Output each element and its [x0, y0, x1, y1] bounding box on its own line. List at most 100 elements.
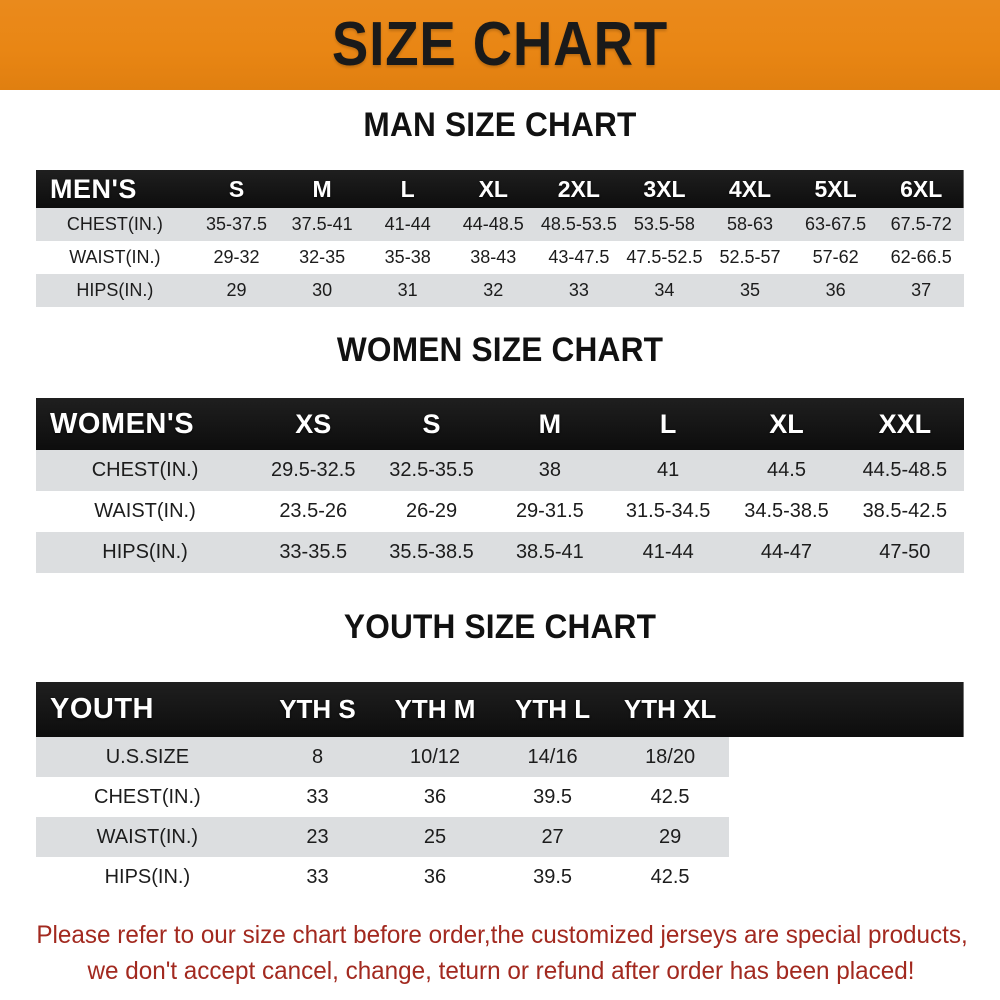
youth-header-row: YOUTH YTH S YTH M YTH L YTH XL	[36, 682, 964, 737]
youth-cell: 42.5	[611, 857, 729, 897]
men-cell: 35	[707, 274, 793, 307]
men-cell: 58-63	[707, 208, 793, 241]
youth-cell-empty	[846, 817, 964, 857]
banner-title: SIZE CHART	[331, 10, 669, 79]
men-cell: 29-32	[193, 241, 280, 274]
youth-column-header: YTH M	[394, 694, 476, 724]
youth-cell: 27	[493, 817, 612, 857]
men-cell: 35-38	[364, 241, 451, 274]
men-cell: 52.5-57	[707, 241, 793, 274]
men-column-header: M	[312, 175, 332, 202]
men-column-header: 3XL	[643, 175, 686, 202]
women-column-header: XS	[295, 408, 332, 439]
youth-cell: 33	[258, 857, 377, 897]
youth-row-label: WAIST(IN.)	[36, 817, 259, 857]
women-cell: 44.5	[727, 450, 846, 491]
man-section-title: MAN SIZE CHART	[363, 106, 637, 144]
women-cell: 41	[609, 450, 728, 491]
women-row-label: CHEST(IN.)	[36, 450, 255, 491]
men-column-header: XL	[478, 175, 508, 202]
youth-cell-empty	[728, 817, 847, 857]
men-cell: 30	[279, 274, 365, 307]
youth-column-header: YTH S	[279, 694, 356, 724]
youth-table-corner-label: YOUTH	[50, 693, 154, 725]
women-cell: 32.5-35.5	[372, 450, 491, 491]
men-row-label: HIPS(IN.)	[36, 274, 194, 307]
men-cell: 33	[536, 274, 622, 307]
youth-cell: 39.5	[493, 857, 612, 897]
men-cell: 35-37.5	[193, 208, 280, 241]
men-cell: 41-44	[364, 208, 451, 241]
youth-cell-empty	[728, 857, 847, 897]
women-cell: 34.5-38.5	[727, 491, 846, 532]
youth-cell: 33	[258, 777, 377, 817]
youth-cell: 8	[258, 737, 377, 777]
youth-size-table: YOUTH YTH S YTH M YTH L YTH XL U.S.SIZE 8 10/1…	[36, 682, 964, 897]
youth-row-label: U.S.SIZE	[36, 737, 259, 777]
women-cell: 33-35.5	[254, 532, 373, 573]
women-table-corner-label: WOMEN'S	[50, 407, 195, 440]
men-column-header: L	[400, 175, 415, 202]
men-column-header: 6XL	[900, 175, 943, 202]
table-row: WAIST(IN.) 29-32 32-35 35-38 38-43 43-47.5 47.…	[36, 241, 964, 274]
youth-cell-empty	[846, 777, 964, 817]
order-policy-note-line-1: Please refer to our size chart before or…	[36, 921, 968, 949]
men-cell: 32	[450, 274, 537, 307]
men-table-corner-label: MEN'S	[50, 173, 137, 204]
men-cell: 37.5-41	[279, 208, 365, 241]
table-row: HIPS(IN.) 33-35.5 35.5-38.5 38.5-41 41-44 44-…	[36, 532, 964, 573]
men-cell: 62-66.5	[878, 241, 964, 274]
women-cell: 26-29	[372, 491, 491, 532]
men-cell: 32-35	[279, 241, 365, 274]
women-row-label: WAIST(IN.)	[36, 491, 255, 532]
youth-column-header-empty	[846, 682, 964, 737]
youth-cell-empty	[728, 737, 847, 777]
men-cell: 44-48.5	[450, 208, 537, 241]
table-row: HIPS(IN.) 29 30 31 32 33 34 35 36 37	[36, 274, 964, 307]
table-row: HIPS(IN.) 33 36 39.5 42.5	[36, 857, 964, 897]
women-cell: 23.5-26	[254, 491, 373, 532]
youth-cell: 14/16	[493, 737, 612, 777]
men-cell: 38-43	[450, 241, 537, 274]
men-row-label: CHEST(IN.)	[36, 208, 194, 241]
youth-row-label: HIPS(IN.)	[36, 857, 259, 897]
men-cell: 48.5-53.5	[536, 208, 622, 241]
youth-cell: 36	[376, 777, 494, 817]
order-policy-note: Please refer to our size chart before or…	[36, 918, 968, 989]
women-column-header: S	[422, 408, 441, 439]
women-cell: 38.5-41	[490, 532, 610, 573]
men-cell: 37	[878, 274, 964, 307]
men-header-row: MEN'S S M L XL 2XL 3XL 4XL 5XL 6XL	[36, 170, 964, 208]
men-column-header: S	[228, 175, 245, 202]
women-cell: 29-31.5	[490, 491, 610, 532]
youth-cell: 39.5	[493, 777, 612, 817]
youth-column-header: YTH L	[515, 694, 591, 724]
women-cell: 44.5-48.5	[845, 450, 964, 491]
men-column-header: 4XL	[728, 175, 772, 202]
men-column-header: 2XL	[557, 175, 600, 202]
youth-cell-empty	[728, 777, 847, 817]
youth-table-header: YOUTH YTH S YTH M YTH L YTH XL	[36, 682, 964, 737]
women-cell: 29.5-32.5	[254, 450, 373, 491]
youth-cell: 36	[376, 857, 494, 897]
men-cell: 47.5-52.5	[621, 241, 708, 274]
men-table-header: MEN'S S M L XL 2XL 3XL 4XL 5XL 6XL	[36, 170, 964, 208]
youth-table-body: U.S.SIZE 8 10/12 14/16 18/20 CHEST(IN.) 33 36 39…	[36, 737, 964, 897]
youth-cell: 10/12	[376, 737, 494, 777]
men-column-header: 5XL	[814, 175, 857, 202]
men-cell: 31	[364, 274, 451, 307]
youth-column-header-empty	[729, 682, 847, 737]
men-size-table: MEN'S S M L XL 2XL 3XL 4XL 5XL 6XL CHEST(IN.) 35-3…	[36, 170, 964, 307]
youth-cell-empty	[846, 857, 964, 897]
table-row: CHEST(IN.) 33 36 39.5 42.5	[36, 777, 964, 817]
table-row: CHEST(IN.) 29.5-32.5 32.5-35.5 38 41 44.5 44.5…	[36, 450, 964, 491]
table-row: CHEST(IN.) 35-37.5 37.5-41 41-44 44-48.5 48.5…	[36, 208, 964, 241]
women-cell: 31.5-34.5	[609, 491, 728, 532]
youth-cell: 42.5	[611, 777, 729, 817]
men-cell: 36	[792, 274, 879, 307]
men-cell: 53.5-58	[621, 208, 708, 241]
women-cell: 35.5-38.5	[372, 532, 491, 573]
women-column-header: M	[538, 408, 562, 439]
women-column-header: XL	[769, 408, 804, 439]
table-row: U.S.SIZE 8 10/12 14/16 18/20	[36, 737, 964, 777]
